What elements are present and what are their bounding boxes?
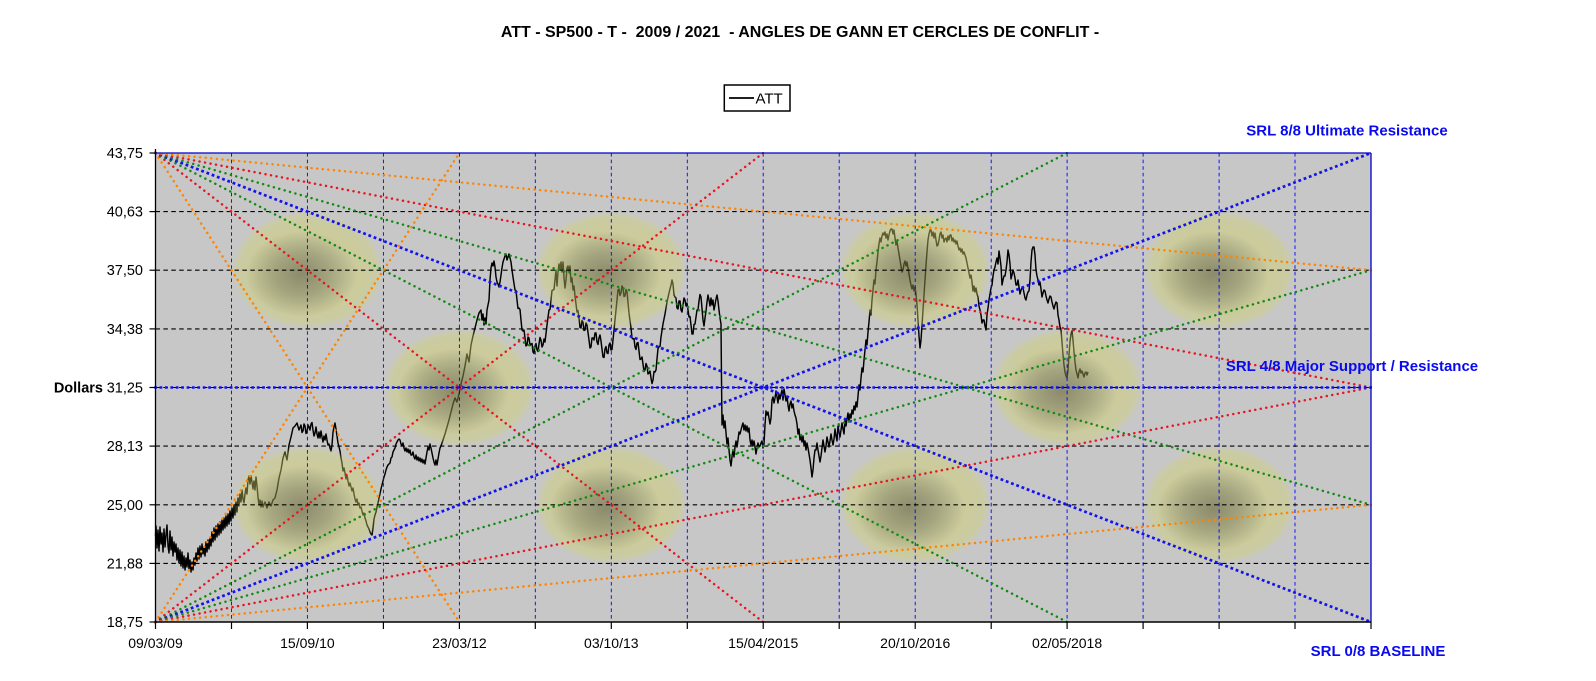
svg-text:23/03/12: 23/03/12 <box>432 635 487 651</box>
svg-text:Dollars: Dollars <box>54 381 103 397</box>
svg-text:15/04/2015: 15/04/2015 <box>728 635 798 651</box>
svg-text:03/10/13: 03/10/13 <box>584 635 639 651</box>
svg-text:SRL 8/8 Ultimate Resistance: SRL 8/8 Ultimate Resistance <box>1246 123 1447 140</box>
svg-text:37,50: 37,50 <box>107 263 143 279</box>
svg-text:40,63: 40,63 <box>107 205 143 221</box>
svg-text:20/10/2016: 20/10/2016 <box>880 635 950 651</box>
svg-text:15/09/10: 15/09/10 <box>280 635 335 651</box>
svg-text:ATT - SP500 - T - 2009 / 2021: ATT - SP500 - T - 2009 / 2021 - ANGLES D… <box>501 24 1099 41</box>
svg-text:31,25: 31,25 <box>107 381 143 397</box>
svg-text:02/05/2018: 02/05/2018 <box>1032 635 1102 651</box>
svg-text:18,75: 18,75 <box>107 615 143 631</box>
svg-text:SRL 4/8 Major Support / Resist: SRL 4/8 Major Support / Resistance <box>1226 358 1478 375</box>
svg-text:ATT: ATT <box>756 90 783 107</box>
svg-text:SRL 0/8 BASELINE: SRL 0/8 BASELINE <box>1311 643 1446 660</box>
svg-text:25,00: 25,00 <box>107 498 143 514</box>
svg-text:21,88: 21,88 <box>107 556 143 572</box>
svg-text:34,38: 34,38 <box>107 322 143 338</box>
svg-text:43,75: 43,75 <box>107 146 143 162</box>
svg-text:09/03/09: 09/03/09 <box>128 635 183 651</box>
svg-text:28,13: 28,13 <box>107 439 143 455</box>
